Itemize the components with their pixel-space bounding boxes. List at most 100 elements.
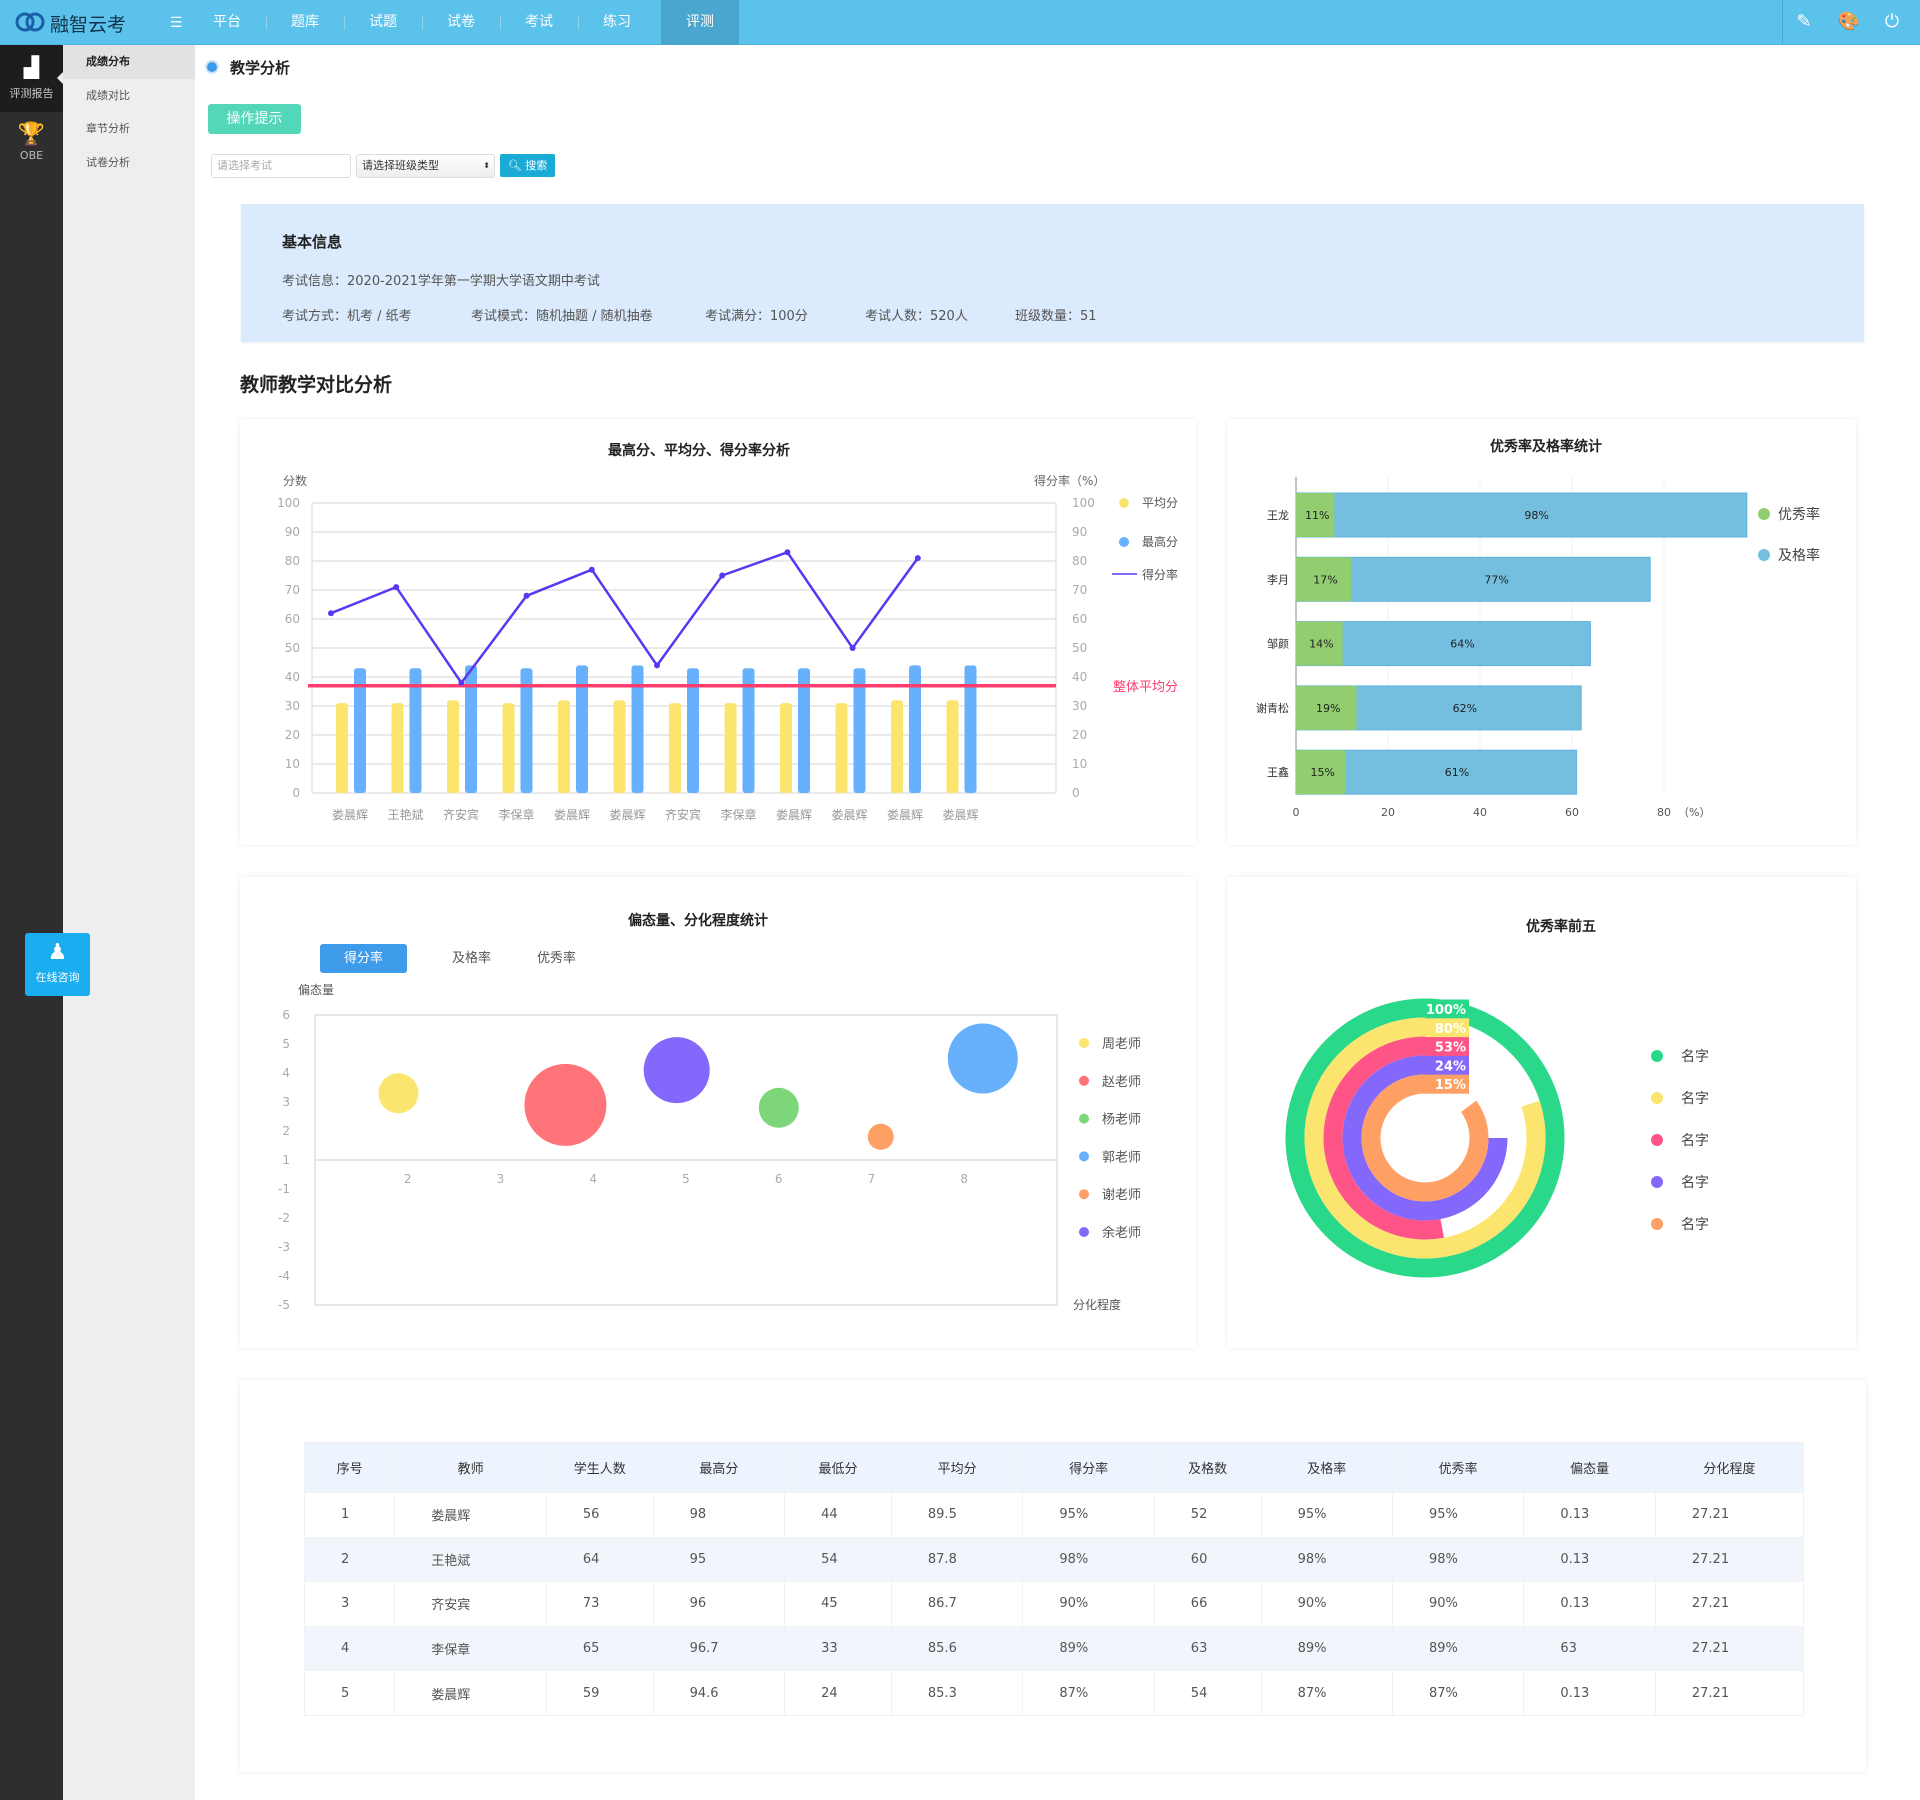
legend-rate[interactable]: 得分率 [1142,567,1178,582]
table-cell: 齐安宾 [394,1581,547,1627]
column-header[interactable]: 最低分 [784,1442,892,1493]
nav-tab-2[interactable]: 试题 [369,14,397,30]
online-consult-button[interactable]: ♟ 在线咨询 [25,933,90,996]
chart-title: 偏态量、分化程度统计 [628,912,768,929]
legend-dot [1079,1227,1089,1237]
help-edit-icon[interactable]: ✎ [1796,11,1812,32]
exam-info: 考试信息：2020-2021学年第一学期大学语文期中考试 [282,274,600,289]
table-cell: 娄晨辉 [394,1670,547,1716]
score-rate-point [393,584,400,591]
score-rate-point [328,610,334,617]
table-cell: 90% [1260,1581,1393,1627]
nav-tab-3[interactable]: 试卷 [447,14,475,30]
legend-label[interactable]: 优秀率 [1778,506,1820,523]
table-cell: 85.3 [890,1670,1024,1716]
sidebar-item-report[interactable]: ▟ 评测报告 [0,45,63,112]
legend-label[interactable]: 名字 [1681,1091,1709,1107]
column-header[interactable]: 最高分 [652,1442,786,1493]
nav-tab-0[interactable]: 平台 [213,14,241,30]
column-header[interactable]: 偏态量 [1523,1442,1656,1493]
max-score-bar [742,668,755,793]
table-cell: 4 [303,1625,396,1672]
legend-label[interactable]: 杨老师 [1102,1113,1141,1128]
table-cell: 89.5 [890,1492,1024,1538]
menu-toggle-icon[interactable]: ☰ [170,15,183,31]
score-rate-line [330,550,919,685]
legend-label[interactable]: 郭老师 [1102,1149,1141,1165]
y-tick-label-right: 100 [1072,496,1095,510]
column-header[interactable]: 分化程度 [1654,1442,1805,1493]
legend-label[interactable]: 谢老师 [1102,1187,1141,1203]
legend-dot [1079,1038,1089,1048]
teacher-table: 序号 教师 学生人数 最高分 最低分 平均分 得分率 及格数 及格率 优秀率 偏态量 分化程度 1 娄晨辉… [303,1442,1805,1716]
power-icon[interactable]: ⏻ [1884,11,1900,32]
table-cell: 87% [1260,1670,1393,1716]
table-cell: 89% [1260,1625,1393,1672]
subnav-item-2[interactable]: 章节分析 [86,122,130,135]
legend-dot [1651,1176,1663,1188]
legend-label[interactable]: 及格率 [1778,547,1820,564]
legend-label[interactable]: 名字 [1681,1049,1709,1065]
column-header[interactable]: 平均分 [890,1442,1024,1493]
column-header[interactable]: 及格率 [1260,1442,1393,1493]
subnav-item-1[interactable]: 成绩对比 [86,88,130,102]
exam-select-input[interactable]: 请选择考试 [211,154,351,178]
nav-tab-4[interactable]: 考试 [525,14,553,30]
sidebar-item-label: OBE [19,149,44,162]
search-button[interactable]: 🔍︎ 搜索 [500,154,555,177]
column-header[interactable]: 及格数 [1153,1442,1262,1493]
legend-label[interactable]: 名字 [1681,1133,1709,1149]
legend-label[interactable]: 余老师 [1102,1225,1141,1241]
table-cell: 98 [652,1492,786,1538]
pass-value-label: 77% [1484,573,1508,586]
class-type-select[interactable]: 请选择班级类型 ⬍ [356,154,495,178]
max-score-bar [853,668,866,793]
column-header[interactable]: 教师 [394,1442,547,1493]
legend-avg[interactable]: 平均分 [1142,496,1178,510]
table-cell: 73 [545,1581,654,1627]
operation-tip-button[interactable]: 操作提示 [208,104,301,134]
table-row: 3 齐安宾 73 96 45 86.7 90% 66 90% 90% 0.13 27.21 [303,1581,1805,1627]
ring-label-bg [1423,999,1469,1019]
info-title: 基本信息 [282,233,343,251]
column-header[interactable]: 得分率 [1022,1442,1155,1493]
ring-label-bg [1423,1074,1469,1094]
subnav-item-0[interactable]: 成绩分布 [63,45,195,79]
legend-label[interactable]: 周老师 [1102,1037,1141,1052]
y-tick-label: 2 [282,1124,290,1138]
table-cell: 0.13 [1523,1670,1656,1716]
top5-card: 优秀率前五 100% 名字 80% 名字 53% 名字 24% 名字 15% 名字 [1227,877,1856,1348]
x-tick-label: 40 [1473,806,1487,819]
chart-title: 优秀率前五 [1526,918,1596,935]
legend-label[interactable]: 名字 [1681,1217,1709,1233]
palette-icon[interactable]: 🎨 [1837,11,1861,32]
table-cell: 89% [1391,1625,1525,1672]
column-header[interactable]: 优秀率 [1391,1442,1525,1493]
bubble-杨老师 [758,1087,799,1128]
excellent-rate-bar [1296,493,1335,537]
avg-score-bar [780,703,792,793]
legend-max[interactable]: 最高分 [1142,534,1178,549]
tab-1[interactable]: 及格率 [452,951,492,966]
nav-tab-1[interactable]: 题库 [291,14,319,30]
sidebar-item-obe[interactable]: 🏆 OBE [0,112,63,179]
ring-label-bg [1423,1037,1469,1057]
tab-0[interactable]: 得分率 [320,944,407,973]
nav-tab-6[interactable]: 评测 [661,0,739,45]
top-navbar: 融智云考 ☰ 平台 题库 试题 试卷 考试 练习 评测 ✎ 🎨 ⏻ [0,0,1920,45]
skew-card: 偏态量、分化程度统计 偏态量 6 5 4 3 2 1 -1 -2 -3 -4 -5 2 3 4 5 6 7 8 分化程度… [240,877,1196,1348]
subnav-item-3[interactable]: 试卷分析 [86,155,130,169]
x-tick-label: 娄晨辉 [942,807,978,822]
table-cell: 27.21 [1654,1581,1805,1627]
legend-label[interactable]: 赵老师 [1102,1075,1141,1090]
nav-tab-5[interactable]: 练习 [603,14,631,30]
column-header[interactable]: 学生人数 [545,1442,654,1493]
y-tick-label-right: 60 [1072,612,1087,626]
x-tick-label: 0 [1293,806,1300,819]
ring-label-bg [1423,1018,1469,1038]
x-tick-label: 齐安宾 [665,807,701,822]
tab-2[interactable]: 优秀率 [537,951,577,966]
column-header[interactable]: 序号 [303,1442,396,1493]
legend-label[interactable]: 名字 [1681,1175,1709,1191]
